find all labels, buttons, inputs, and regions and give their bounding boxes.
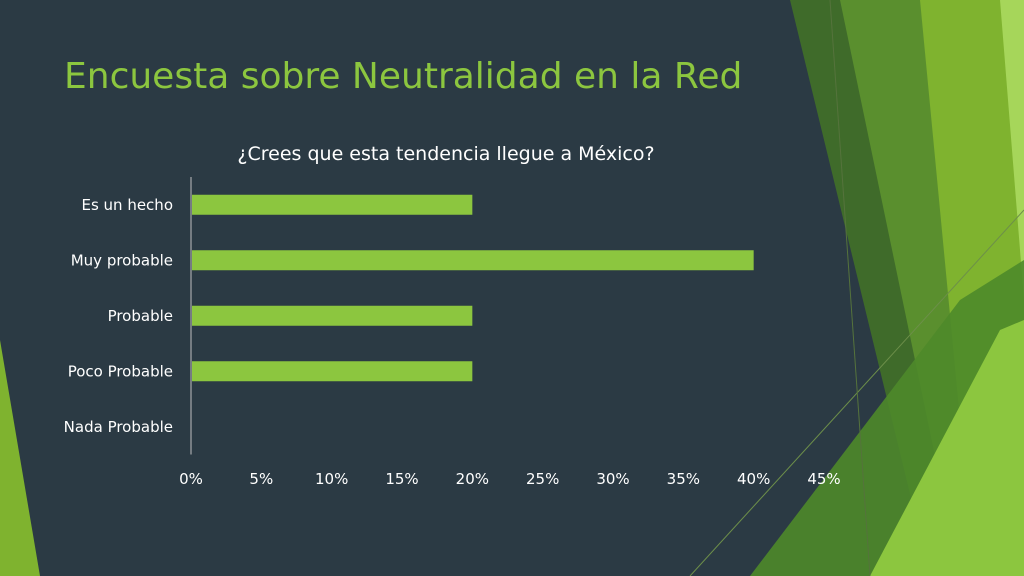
x-tick-label: 25% (526, 470, 559, 488)
bg-shape-left (0, 340, 40, 576)
chart-title: ¿Crees que esta tendencia llegue a Méxic… (237, 143, 654, 165)
bar (192, 305, 473, 326)
category-label: Nada Probable (64, 418, 173, 436)
bg-thin-line (829, 0, 871, 576)
category-labels: Es un hecho Muy probable Probable Poco Prob… (64, 196, 173, 436)
category-label: Probable (108, 307, 173, 325)
x-tick-label: 40% (737, 470, 770, 488)
slide-title: Encuesta sobre Neutralidad en la Red (64, 56, 743, 97)
bar (192, 250, 754, 271)
category-label: Es un hecho (81, 196, 173, 214)
x-tick-label: 15% (385, 470, 418, 488)
x-tick-label: 35% (667, 470, 700, 488)
category-label: Muy probable (71, 251, 173, 269)
x-tick-label: 5% (249, 470, 273, 488)
bg-shape-lower-right-bright (870, 320, 1024, 576)
x-tick-label: 45% (807, 470, 840, 488)
x-tick-label: 20% (456, 470, 489, 488)
bar (192, 361, 473, 382)
x-tick-label: 30% (596, 470, 629, 488)
category-label: Poco Probable (68, 362, 173, 380)
x-tick-label: 0% (179, 470, 203, 488)
bar (192, 194, 473, 215)
bg-shape-light-green (1000, 0, 1024, 300)
bars-group (192, 194, 754, 382)
x-tick-label: 10% (315, 470, 348, 488)
x-tick-labels: 0% 5% 10% 15% 20% 25% 30% 35% 40% 45% (179, 470, 841, 488)
